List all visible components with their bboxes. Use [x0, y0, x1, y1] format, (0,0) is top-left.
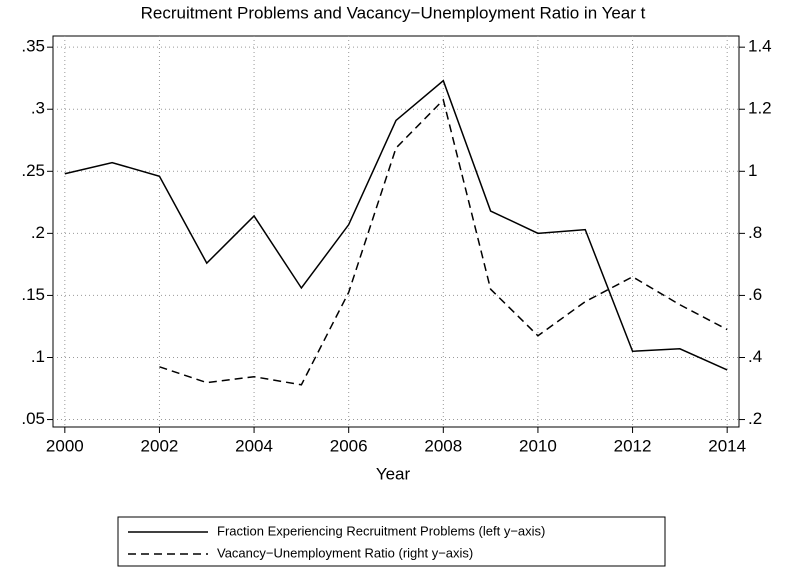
y-tick-label: .25 — [21, 161, 45, 180]
y-tick-label: .1 — [31, 347, 45, 366]
y2-tick-label: 1 — [748, 161, 757, 180]
legend-label: Fraction Experiencing Recruitment Proble… — [217, 523, 545, 538]
y-tick-label: .05 — [21, 409, 45, 428]
x-tick-label: 2000 — [46, 436, 84, 455]
y-tick-label: .35 — [21, 37, 45, 56]
y2-tick-label: 1.4 — [748, 37, 772, 56]
legend-label: Vacancy−Unemployment Ratio (right y−axis… — [217, 545, 473, 560]
y-tick-label: .2 — [31, 223, 45, 242]
series-line — [64, 79, 728, 371]
legend: Fraction Experiencing Recruitment Proble… — [117, 516, 666, 567]
y2-tick-label: .2 — [748, 409, 762, 428]
x-tick-label: 2006 — [330, 436, 368, 455]
plot-frame — [52, 35, 740, 428]
y2-tick-label: 1.2 — [748, 99, 772, 118]
x-tick-label: 2012 — [614, 436, 652, 455]
y-tick-label: .3 — [31, 99, 45, 118]
x-tick-label: 2014 — [708, 436, 746, 455]
chart-title: Recruitment Problems and Vacancy−Unemplo… — [141, 3, 646, 22]
x-axis-label: Year — [376, 464, 411, 483]
x-tick-label: 2010 — [519, 436, 557, 455]
x-tick-label: 2002 — [141, 436, 179, 455]
y2-tick-label: .8 — [748, 223, 762, 242]
x-tick-label: 2004 — [235, 436, 273, 455]
y2-tick-label: .6 — [748, 285, 762, 304]
y-tick-label: .15 — [21, 285, 45, 304]
series-line — [159, 98, 728, 386]
y2-tick-label: .4 — [748, 347, 762, 366]
x-tick-label: 2008 — [424, 436, 462, 455]
legend-box — [117, 516, 666, 567]
